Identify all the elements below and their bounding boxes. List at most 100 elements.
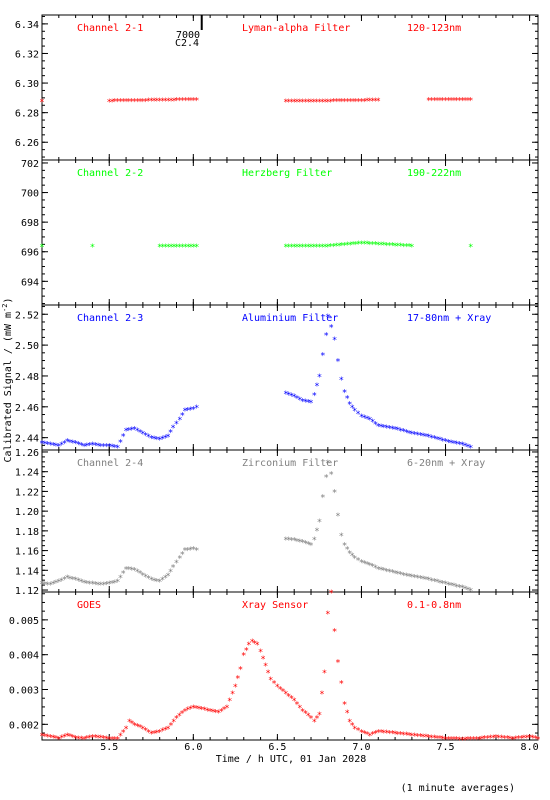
data-point: * bbox=[432, 96, 437, 106]
data-point: * bbox=[137, 724, 142, 734]
data-point: * bbox=[356, 240, 361, 250]
data-point: * bbox=[353, 97, 358, 107]
y-tick-label: 1.20 bbox=[15, 507, 39, 518]
data-point: * bbox=[339, 242, 344, 252]
data-point: * bbox=[101, 581, 106, 591]
data-point: * bbox=[390, 425, 395, 435]
y-tick-label: 0.003 bbox=[9, 686, 39, 697]
data-point: * bbox=[39, 732, 44, 742]
data-point: * bbox=[291, 393, 296, 403]
data-point: * bbox=[84, 579, 89, 589]
data-point: * bbox=[160, 243, 165, 253]
y-tick-label: 0.002 bbox=[9, 720, 39, 731]
data-point: * bbox=[334, 98, 339, 108]
data-point: * bbox=[322, 98, 327, 108]
y-tick-label: 1.12 bbox=[15, 586, 39, 597]
data-point: * bbox=[312, 536, 317, 546]
data-point: * bbox=[420, 432, 425, 442]
data-point: * bbox=[65, 732, 70, 742]
data-point: * bbox=[140, 430, 145, 440]
data-point: * bbox=[135, 97, 140, 107]
data-point: * bbox=[370, 241, 375, 251]
data-point: * bbox=[311, 98, 316, 108]
data-point: * bbox=[362, 729, 367, 739]
y-axis-label-end: ) bbox=[3, 298, 14, 304]
panel-filter: Zirconium Filter bbox=[242, 458, 338, 469]
data-point: * bbox=[401, 242, 406, 252]
data-point: * bbox=[479, 735, 484, 745]
data-point: * bbox=[356, 97, 361, 107]
data-point: * bbox=[185, 706, 190, 716]
y-tick-label: 6.34 bbox=[15, 20, 39, 31]
data-point: * bbox=[48, 734, 53, 744]
data-point: * bbox=[112, 735, 117, 745]
data-point: * bbox=[260, 655, 265, 665]
data-point: * bbox=[188, 243, 193, 253]
data-point: * bbox=[300, 98, 305, 108]
y-tick-label: 6.28 bbox=[15, 109, 39, 120]
data-point: * bbox=[180, 412, 185, 422]
data-point: * bbox=[95, 581, 100, 591]
data-point: * bbox=[345, 241, 350, 251]
data-point: * bbox=[454, 583, 459, 593]
data-point: * bbox=[121, 570, 126, 580]
panel-frame bbox=[41, 591, 539, 741]
data-point: * bbox=[352, 407, 357, 417]
data-point: * bbox=[335, 659, 340, 669]
event-marker-label-2: C2.4 bbox=[175, 38, 199, 49]
data-point: * bbox=[381, 729, 386, 739]
data-point: * bbox=[415, 574, 420, 584]
x-tick-label: 5.5 bbox=[100, 742, 118, 753]
data-point: * bbox=[376, 241, 381, 251]
data-point: * bbox=[76, 577, 81, 587]
panel-title: Channel 2-3 bbox=[77, 313, 143, 324]
data-point: * bbox=[149, 435, 154, 445]
data-point: * bbox=[191, 405, 196, 415]
data-point: * bbox=[185, 406, 190, 416]
y-tick-label: 2.50 bbox=[15, 341, 39, 352]
data-point: * bbox=[154, 97, 159, 107]
panel-band: 6-20nm + Xray bbox=[407, 458, 485, 469]
data-point: * bbox=[437, 735, 442, 745]
data-point: * bbox=[401, 731, 406, 741]
panel-1: 6.26 6.28 6.30 6.32 6.34 Channel 2-1 Lyman-alp… bbox=[15, 14, 539, 161]
data-point: * bbox=[39, 439, 44, 449]
data-point: * bbox=[392, 730, 397, 740]
data-point: * bbox=[423, 433, 428, 443]
data-point: * bbox=[233, 683, 238, 693]
data-point: * bbox=[451, 439, 456, 449]
data-point: * bbox=[84, 735, 89, 745]
data-point: * bbox=[177, 554, 182, 564]
data-point: * bbox=[348, 241, 353, 251]
data-point: * bbox=[339, 98, 344, 108]
data-point: * bbox=[409, 732, 414, 742]
data-point: * bbox=[373, 729, 378, 739]
data-point: * bbox=[317, 98, 322, 108]
data-point: * bbox=[118, 98, 123, 108]
data-point: * bbox=[163, 434, 168, 444]
data-point: * bbox=[312, 391, 317, 401]
data-point: * bbox=[168, 721, 173, 731]
data-point: * bbox=[507, 735, 512, 745]
data-point: * bbox=[109, 735, 114, 745]
data-point: * bbox=[423, 733, 428, 743]
data-point: * bbox=[347, 550, 352, 560]
data-point: * bbox=[283, 98, 288, 108]
data-point: * bbox=[194, 547, 199, 557]
data-point: * bbox=[335, 512, 340, 522]
data-point: * bbox=[437, 96, 442, 106]
data-point: * bbox=[446, 438, 451, 448]
data-point: * bbox=[404, 428, 409, 438]
data-point: * bbox=[468, 96, 473, 106]
data-point: * bbox=[454, 440, 459, 450]
data-point: * bbox=[384, 424, 389, 434]
data-point: * bbox=[443, 735, 448, 745]
data-point: * bbox=[76, 735, 81, 745]
data-point: * bbox=[87, 580, 92, 590]
data-point: * bbox=[170, 563, 175, 573]
data-point: * bbox=[325, 313, 330, 323]
y-axis-label: Calibrated Signal / (mW m-2) bbox=[1, 298, 14, 463]
data-point: * bbox=[188, 406, 193, 416]
data-point: * bbox=[504, 735, 509, 745]
